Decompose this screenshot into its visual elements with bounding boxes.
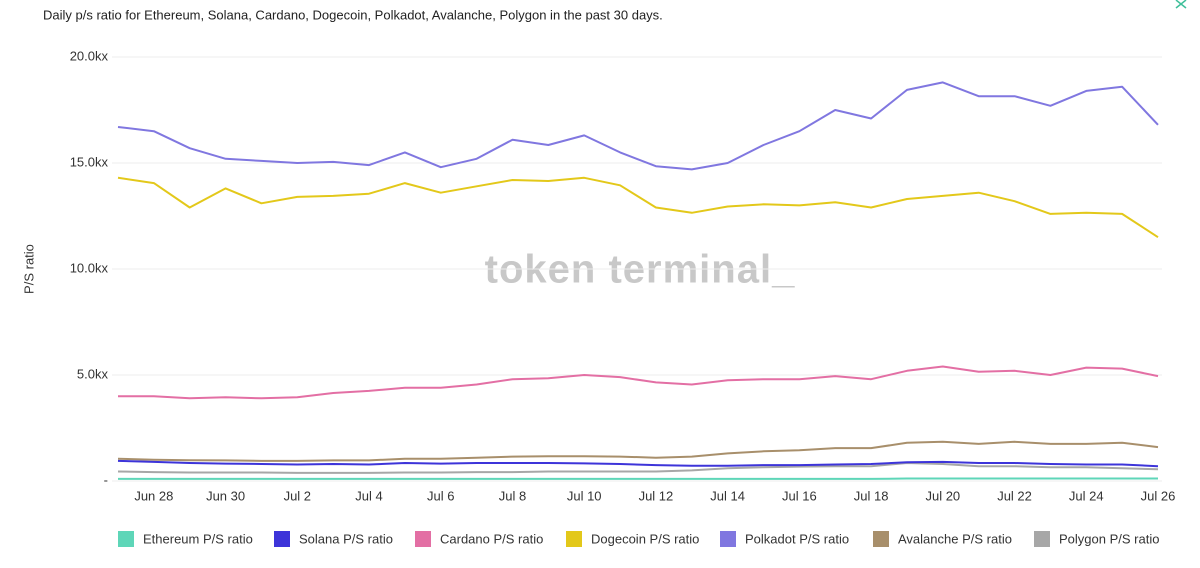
x-tick-label: Jul 16: [782, 488, 817, 503]
legend-label: Cardano P/S ratio: [440, 531, 543, 546]
legend-label: Polygon P/S ratio: [1059, 531, 1159, 546]
y-tick-label: -: [104, 472, 108, 487]
x-tick-label: Jul 20: [925, 488, 960, 503]
x-tick-label: Jul 2: [284, 488, 311, 503]
close-icon[interactable]: [1175, 0, 1187, 9]
x-tick-label: Jul 10: [567, 488, 602, 503]
legend-swatch: [720, 531, 736, 547]
legend-item[interactable]: Ethereum P/S ratio: [118, 531, 253, 547]
series-line: [118, 365, 1159, 400]
legend-label: Ethereum P/S ratio: [143, 531, 253, 546]
y-axis-label: P/S ratio: [21, 244, 36, 294]
legend-item[interactable]: Dogecoin P/S ratio: [566, 531, 699, 547]
y-tick-label: 10.0kx: [70, 260, 109, 275]
series-line: [117, 176, 1159, 239]
x-tick-label: Jul 18: [854, 488, 889, 503]
grid: [112, 56, 1162, 482]
x-tick-label: Jun 30: [206, 488, 245, 503]
x-tick-label: Jul 8: [499, 488, 526, 503]
legend-item[interactable]: Avalanche P/S ratio: [873, 531, 1012, 547]
x-tick-label: Jul 26: [1141, 488, 1176, 503]
x-tick-label: Jul 6: [427, 488, 454, 503]
watermark: token terminal_: [485, 248, 796, 292]
legend-swatch: [1034, 531, 1050, 547]
series-line: [117, 440, 1159, 462]
x-tick-label: Jul 22: [997, 488, 1032, 503]
series-line: [117, 462, 1159, 474]
legend-label: Avalanche P/S ratio: [898, 531, 1012, 546]
legend-swatch: [274, 531, 290, 547]
series-line: [117, 81, 1159, 171]
legend-label: Solana P/S ratio: [299, 531, 393, 546]
legend-item[interactable]: Cardano P/S ratio: [415, 531, 543, 547]
y-tick-label: 15.0kx: [70, 154, 109, 169]
legend-swatch: [118, 531, 134, 547]
y-tick-label: 20.0kx: [70, 48, 109, 63]
legend-swatch: [415, 531, 431, 547]
legend-label: Dogecoin P/S ratio: [591, 531, 699, 546]
x-tick-label: Jul 24: [1069, 488, 1104, 503]
legend-item[interactable]: Polkadot P/S ratio: [720, 531, 849, 547]
series-line: [117, 459, 1159, 468]
x-tick-label: Jul 12: [639, 488, 674, 503]
chart-title: Daily p/s ratio for Ethereum, Solana, Ca…: [43, 7, 663, 22]
legend-swatch: [873, 531, 889, 547]
x-tick-label: Jul 14: [710, 488, 745, 503]
legend-label: Polkadot P/S ratio: [745, 531, 849, 546]
legend-item[interactable]: Solana P/S ratio: [274, 531, 393, 547]
legend-item[interactable]: Polygon P/S ratio: [1034, 531, 1159, 547]
y-tick-label: 5.0kx: [77, 366, 109, 381]
x-tick-label: Jul 4: [355, 488, 382, 503]
x-tick-label: Jun 28: [134, 488, 173, 503]
legend-swatch: [566, 531, 582, 547]
